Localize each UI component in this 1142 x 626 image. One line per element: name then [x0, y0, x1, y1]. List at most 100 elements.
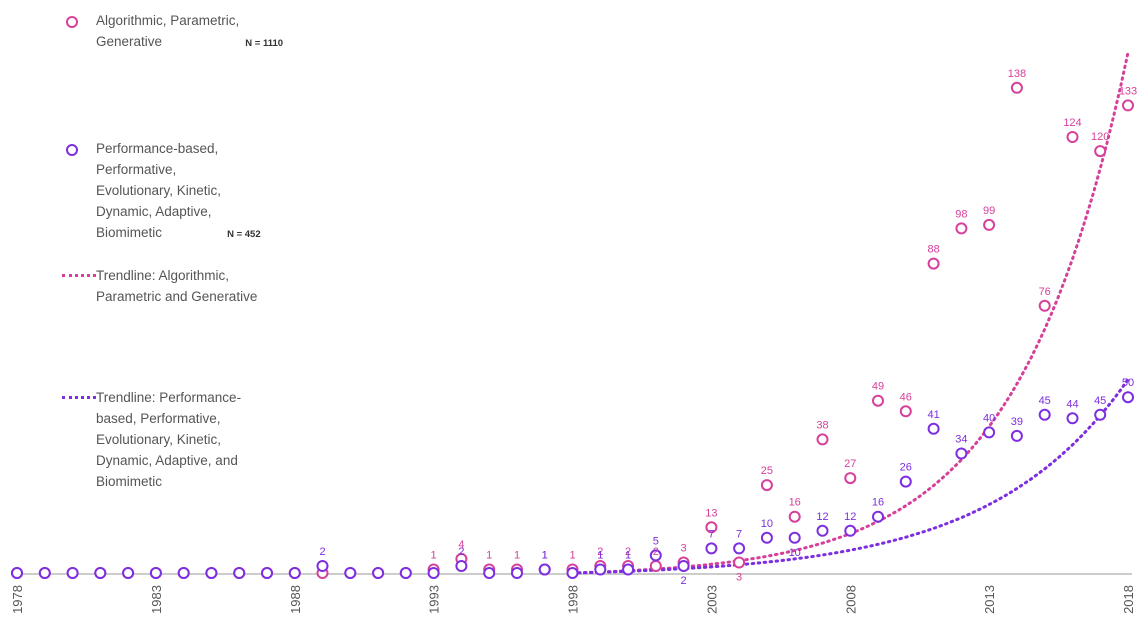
point-algorithmic	[927, 257, 940, 270]
data-label-algorithmic: 1	[569, 550, 575, 562]
data-label-algorithmic: 16	[789, 497, 801, 509]
legend-trend-algorithmic-icon	[62, 274, 96, 277]
legend-marker-performance-icon	[66, 144, 78, 156]
point-algorithmic	[1066, 131, 1079, 143]
data-label-performance: 34	[955, 434, 967, 446]
point-algorithmic	[649, 560, 662, 572]
data-label-algorithmic: 88	[927, 244, 939, 256]
data-label-performance: 45	[1039, 395, 1051, 407]
data-label-algorithmic: 25	[761, 465, 773, 477]
point-performance	[927, 422, 940, 435]
data-label-performance: 1	[542, 550, 548, 562]
point-performance	[177, 567, 190, 579]
point-performance	[1066, 412, 1079, 425]
trendline-performance	[571, 378, 1130, 575]
data-label-performance: 10	[761, 518, 773, 530]
data-label-algorithmic: 138	[1008, 68, 1026, 80]
point-performance	[816, 524, 829, 537]
legend: Algorithmic, Parametric, Generative N = 1…	[0, 0, 300, 520]
legend-item-trend-performance: Trendline: Performance- based, Performat…	[62, 387, 241, 492]
point-performance	[1122, 391, 1134, 404]
point-algorithmic	[872, 394, 884, 407]
legend-label-algorithmic: Algorithmic, Parametric, Generative	[96, 13, 240, 49]
data-label-algorithmic: 49	[872, 381, 884, 393]
point-performance	[122, 567, 135, 579]
legend-marker-algorithmic-icon	[66, 16, 78, 28]
point-performance	[399, 567, 412, 579]
data-label-performance: 2	[681, 575, 687, 587]
data-label-performance: 45	[1094, 395, 1106, 407]
data-label-performance: 26	[900, 462, 912, 474]
data-label-performance: 44	[1066, 398, 1078, 410]
data-points	[11, 81, 1134, 579]
data-label-algorithmic: 27	[844, 458, 856, 470]
legend-label-performance: Performance-based, Performative, Evoluti…	[96, 141, 222, 240]
data-label-algorithmic: 1	[514, 550, 520, 562]
trendlines	[571, 51, 1130, 575]
point-performance	[288, 567, 301, 579]
point-performance	[205, 567, 218, 579]
data-label-algorithmic: 2	[597, 546, 603, 558]
data-label-performance: 1	[625, 550, 631, 562]
point-performance	[233, 567, 246, 579]
point-performance	[649, 549, 662, 562]
x-tick-label: 1978	[10, 585, 25, 614]
point-performance	[372, 567, 385, 579]
point-performance	[899, 475, 912, 488]
point-algorithmic	[788, 510, 801, 523]
point-performance	[983, 426, 996, 439]
point-performance	[1010, 429, 1023, 442]
point-performance	[538, 563, 551, 576]
x-tick-label: 1998	[566, 585, 581, 614]
point-performance	[1094, 408, 1107, 421]
point-algorithmic	[816, 433, 829, 446]
x-tick-labels: 1978 1983 1988 1993 1998 2003 2008 2013 2018	[10, 585, 1136, 614]
data-label-performance: 12	[816, 511, 828, 523]
point-performance	[11, 567, 23, 579]
point-performance	[261, 567, 273, 579]
point-performance	[677, 560, 690, 572]
data-label-algorithmic: 3	[681, 543, 687, 555]
legend-item-performance: Performance-based, Performative, Evoluti…	[66, 138, 261, 245]
point-algorithmic	[1094, 145, 1107, 158]
point-performance	[66, 567, 79, 579]
data-label-performance: 16	[872, 497, 884, 509]
data-label-performance: 7	[736, 528, 742, 540]
x-tick-label: 1983	[149, 585, 164, 614]
data-label-algorithmic: 120	[1091, 131, 1109, 143]
point-algorithmic	[983, 218, 996, 231]
legend-label-trend-performance: Trendline: Performance- based, Performat…	[96, 390, 242, 489]
legend-n-algorithmic: N = 1110	[245, 38, 284, 49]
point-performance	[844, 524, 857, 537]
data-label-performance: 39	[1011, 416, 1023, 428]
x-tick-label: 2013	[982, 585, 997, 614]
point-performance	[38, 567, 51, 579]
point-performance	[427, 567, 440, 579]
data-label-algorithmic: 3	[736, 572, 742, 584]
point-performance	[483, 567, 496, 579]
data-label-algorithmic: 2	[653, 546, 659, 558]
point-algorithmic	[1010, 81, 1023, 94]
data-label-algorithmic: 76	[1039, 286, 1051, 298]
data-label-performance: 50	[1122, 377, 1134, 389]
data-label-algorithmic: 38	[816, 419, 828, 431]
point-performance	[94, 567, 107, 579]
point-performance	[149, 567, 162, 579]
point-algorithmic	[1122, 99, 1134, 112]
data-label-performance: 2	[458, 546, 464, 558]
point-algorithmic	[955, 222, 968, 235]
data-label-algorithmic: 133	[1119, 85, 1137, 97]
data-label-algorithmic: 2	[625, 546, 631, 558]
point-performance	[760, 531, 773, 544]
data-label-performance: 2	[319, 546, 325, 558]
x-tick-label: 2008	[843, 585, 858, 614]
point-performance	[316, 560, 329, 572]
data-label-performance: 12	[844, 511, 856, 523]
point-performance	[511, 567, 523, 579]
point-algorithmic	[844, 472, 857, 485]
point-performance	[705, 542, 718, 555]
point-performance	[788, 531, 801, 544]
x-tick-label: 2018	[1121, 585, 1136, 614]
data-label-algorithmic: 1	[486, 550, 492, 562]
